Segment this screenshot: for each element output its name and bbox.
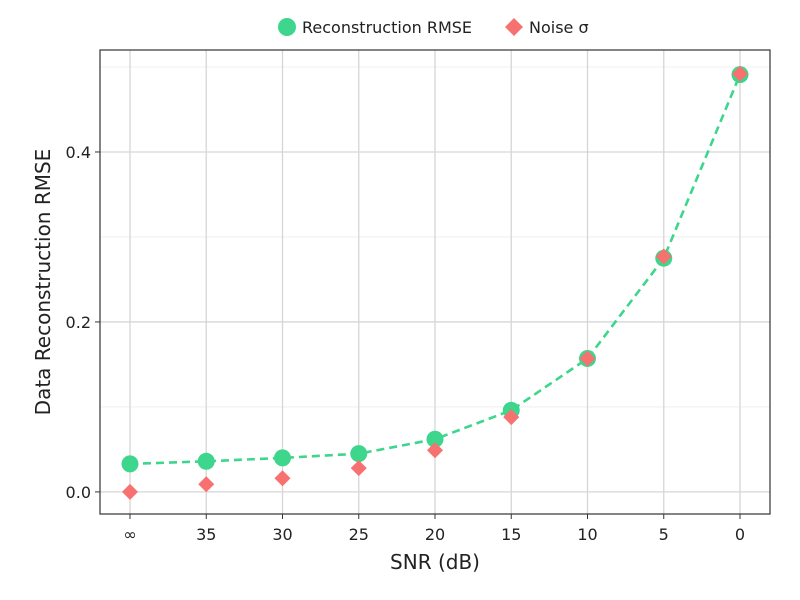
y-tick-label: 0.4 xyxy=(66,143,91,162)
x-tick-label: 25 xyxy=(349,525,369,544)
data-point-circle xyxy=(197,452,215,470)
y-tick-label: 0.0 xyxy=(66,483,91,502)
data-point-diamond xyxy=(732,65,748,82)
axes-layer: 0.0 0.2 0.4 ∞ 35 30 25 20 15 10 5 0 xyxy=(66,143,746,544)
data-point-diamond xyxy=(198,476,215,493)
data-point-circle xyxy=(274,449,291,467)
y-axis-title: Data Reconstruction RMSE xyxy=(31,149,55,416)
legend: Reconstruction RMSE Noise σ xyxy=(278,18,589,37)
legend-label-reconstruction-rmse: Reconstruction RMSE xyxy=(302,18,472,37)
x-tick-label: 10 xyxy=(577,525,597,544)
legend-label-noise-sigma: Noise σ xyxy=(529,18,589,37)
data-point-diamond xyxy=(350,460,367,477)
y-tick-label: 0.2 xyxy=(66,313,91,332)
data-point-diamond xyxy=(427,442,443,459)
x-tick-label: 0 xyxy=(735,525,745,544)
x-tick-label: 15 xyxy=(501,525,521,544)
data-point-diamond xyxy=(274,470,291,487)
legend-marker-noise-sigma xyxy=(505,18,523,36)
data-point-diamond xyxy=(655,248,672,265)
data-point-circle xyxy=(426,430,444,448)
x-axis-title: SNR (dB) xyxy=(390,550,480,574)
x-tick-label: 35 xyxy=(196,525,216,544)
x-tick-label: 5 xyxy=(659,525,669,544)
x-tick-label: ∞ xyxy=(123,525,136,544)
legend-marker-reconstruction-rmse xyxy=(278,18,296,36)
data-point-diamond xyxy=(122,483,138,500)
data-point-diamond xyxy=(503,409,520,426)
data-point-circle xyxy=(350,445,368,463)
series-layer xyxy=(121,65,749,500)
x-tick-label: 30 xyxy=(272,525,292,544)
x-tick-label: 20 xyxy=(425,525,445,544)
data-point-diamond xyxy=(579,350,596,367)
data-point-circle xyxy=(121,455,139,473)
